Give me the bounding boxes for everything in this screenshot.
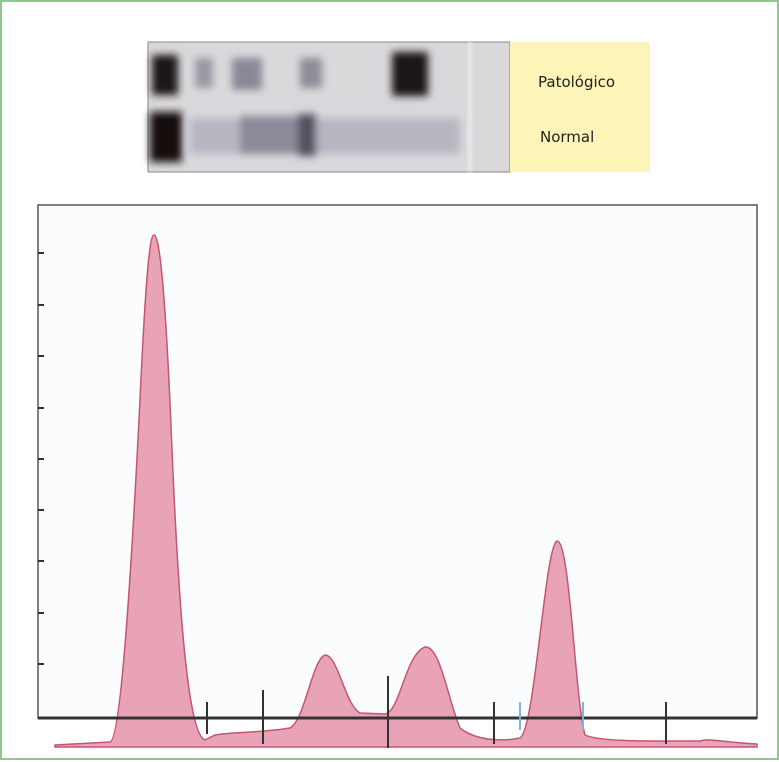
densitogram	[38, 205, 757, 748]
gel-label: Normal	[540, 128, 594, 146]
page-frame: Patológico Normal	[0, 0, 779, 760]
gel-image	[148, 42, 510, 172]
label-box	[510, 42, 650, 172]
figure: Patológico Normal	[2, 2, 777, 758]
gel-label: Patológico	[538, 73, 615, 91]
